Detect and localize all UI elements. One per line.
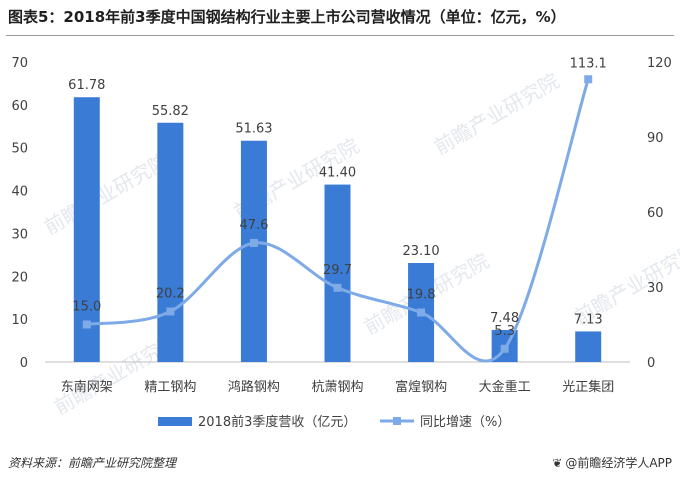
growth-point-marker <box>82 320 91 329</box>
growth-value-label: 113.1 <box>570 56 607 71</box>
x-tick-label: 富煌钢构 <box>395 379 447 395</box>
legend-bar-swatch <box>158 417 192 426</box>
growth-value-label: 5.3 <box>494 324 515 339</box>
growth-point-marker <box>417 308 426 317</box>
watermark-text: 前瞻产业研究院 <box>40 149 173 240</box>
y-left-tick-label: 30 <box>11 227 28 242</box>
y-left-tick-label: 50 <box>11 142 28 157</box>
legend-line-marker <box>393 417 401 425</box>
y-left-tick-label: 10 <box>11 313 28 328</box>
bar-value-label: 51.63 <box>235 122 272 137</box>
y-right-tick-label: 30 <box>647 281 664 296</box>
x-tick-label: 精工钢构 <box>144 380 196 395</box>
x-tick-label: 光正集团 <box>562 379 614 395</box>
watermark-text: 前瞻产业研究院 <box>430 69 563 160</box>
bar-value-label: 41.40 <box>319 166 356 181</box>
bar <box>575 331 602 362</box>
growth-value-label: 20.2 <box>156 287 185 302</box>
growth-series-line <box>86 78 590 363</box>
chart-title: 图表5：2018年前3季度中国钢结构行业主要上市公司营收情况（单位：亿元，%） <box>8 8 566 26</box>
bar <box>157 122 184 363</box>
bar-value-label: 55.82 <box>152 104 189 119</box>
bar-value-label: 7.13 <box>574 312 603 327</box>
growth-value-label: 29.7 <box>323 263 352 278</box>
data-labels: 61.78 55.82 51.63 41.40 23.10 7.48 7.13 15.0 20.… <box>68 56 607 339</box>
bar <box>324 184 351 362</box>
x-tick-label: 东南网架 <box>61 379 113 395</box>
bar <box>73 97 100 362</box>
y-left-tick-label: 70 <box>11 56 28 71</box>
y-left-tick-label: 60 <box>11 99 28 114</box>
y-right-tick-label: 90 <box>647 131 664 146</box>
bars <box>73 97 602 363</box>
brand-credit: ❦ @前瞻经济学人APP <box>552 454 672 471</box>
legend-bar-label: 2018前3季度营收（亿元） <box>198 414 356 430</box>
y-right-tick-label: 0 <box>647 356 655 371</box>
growth-point-marker <box>166 307 175 316</box>
bar-value-label: 23.10 <box>402 244 439 259</box>
x-tick-label: 杭萧钢构 <box>311 380 363 395</box>
y-right-tick-label: 120 <box>647 56 672 71</box>
watermarks: 前瞻产业研究院前瞻产业研究院前瞻产业研究院前瞻产业研究院前瞻产业研究院前瞻产业研… <box>40 69 680 420</box>
source-note: 资料来源：前瞻产业研究院整理 <box>8 456 177 470</box>
legend-line-label: 同比增速（%） <box>420 415 510 430</box>
growth-point-marker <box>333 283 342 292</box>
growth-point-marker <box>584 75 593 84</box>
bar-value-label: 61.78 <box>68 78 105 93</box>
brand-text: @前瞻经济学人APP <box>565 456 672 470</box>
y-left-tick-label: 20 <box>11 270 28 285</box>
y-right-tick-label: 60 <box>647 206 664 221</box>
y-left-tick-label: 40 <box>11 185 28 200</box>
leaf-icon: ❦ <box>552 455 563 470</box>
bar <box>240 140 267 362</box>
growth-value-label: 15.0 <box>72 300 101 315</box>
x-tick-label: 鸿路钢构 <box>228 379 280 395</box>
x-tick-label: 大金重工 <box>479 379 531 395</box>
growth-value-label: 19.8 <box>407 288 436 303</box>
growth-line <box>82 75 593 363</box>
growth-point-marker <box>249 239 258 247</box>
axes: 0 10 20 30 40 50 60 70 0 30 60 90 120 东南网架 精工钢构 鸿路钢构 杭萧钢… <box>11 56 671 395</box>
bar-value-label: 7.48 <box>490 311 519 326</box>
legend: 2018前3季度营收（亿元） 同比增速（%） <box>158 414 510 430</box>
growth-value-label: 47.6 <box>239 218 268 233</box>
growth-point-marker <box>500 344 509 353</box>
y-left-tick-label: 0 <box>20 356 28 371</box>
title-divider <box>6 35 674 36</box>
